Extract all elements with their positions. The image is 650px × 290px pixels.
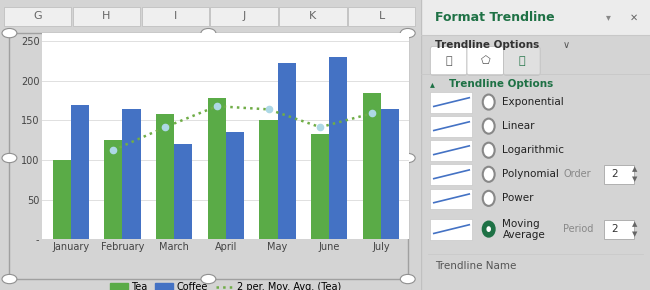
Bar	[430, 219, 471, 240]
Bar	[259, 120, 278, 239]
Text: Order: Order	[563, 169, 591, 179]
Circle shape	[483, 222, 495, 237]
Text: ✕: ✕	[630, 12, 638, 22]
Legend: Tea, Coffee, 2 per. Mov. Avg. (Tea): Tea, Coffee, 2 per. Mov. Avg. (Tea)	[106, 278, 346, 290]
FancyBboxPatch shape	[430, 46, 467, 75]
Circle shape	[483, 143, 495, 158]
Text: Power: Power	[502, 193, 534, 203]
Bar	[430, 164, 471, 185]
Text: Logarithmic: Logarithmic	[502, 145, 564, 155]
Text: Period: Period	[563, 224, 593, 234]
Circle shape	[483, 191, 495, 206]
Bar	[430, 188, 471, 209]
Bar	[421, 0, 650, 35]
Text: ▴: ▴	[430, 79, 436, 89]
Bar	[208, 98, 226, 239]
Circle shape	[201, 274, 216, 284]
FancyBboxPatch shape	[73, 7, 140, 26]
FancyBboxPatch shape	[142, 7, 209, 26]
Bar	[226, 132, 244, 239]
Circle shape	[2, 274, 17, 284]
Text: Linear: Linear	[502, 121, 535, 131]
Circle shape	[483, 167, 495, 182]
Bar	[604, 165, 634, 184]
Text: K: K	[309, 11, 317, 21]
Bar	[104, 140, 122, 239]
Circle shape	[400, 274, 415, 284]
Text: ▲: ▲	[632, 166, 638, 172]
Text: ▲: ▲	[632, 221, 638, 227]
Text: J: J	[242, 11, 246, 21]
Circle shape	[400, 153, 415, 163]
FancyBboxPatch shape	[4, 7, 72, 26]
Bar	[330, 57, 348, 239]
Bar	[363, 93, 381, 239]
Circle shape	[483, 95, 495, 110]
FancyBboxPatch shape	[504, 46, 540, 75]
Bar	[53, 160, 71, 239]
Text: ∨: ∨	[563, 40, 570, 50]
Bar	[430, 92, 471, 113]
Text: 2: 2	[611, 169, 618, 179]
Text: ⬠: ⬠	[480, 56, 490, 66]
Text: Polynomial: Polynomial	[502, 169, 559, 179]
Bar	[156, 114, 174, 239]
Circle shape	[2, 153, 17, 163]
Text: Trendline Options: Trendline Options	[435, 40, 540, 50]
Circle shape	[2, 28, 17, 38]
FancyBboxPatch shape	[348, 7, 415, 26]
Text: Moving: Moving	[502, 219, 540, 229]
Text: ▼: ▼	[632, 231, 638, 237]
Text: ▼: ▼	[632, 177, 638, 182]
FancyBboxPatch shape	[467, 46, 504, 75]
Text: G: G	[33, 11, 42, 21]
Bar	[278, 64, 296, 239]
Bar	[311, 134, 330, 239]
Text: H: H	[102, 11, 110, 21]
Circle shape	[400, 28, 415, 38]
FancyBboxPatch shape	[279, 7, 346, 26]
Bar	[604, 220, 634, 239]
Text: ▾: ▾	[606, 12, 611, 22]
Text: Trendline Options: Trendline Options	[448, 79, 553, 89]
Text: 🏺: 🏺	[445, 56, 452, 66]
Bar	[430, 140, 471, 161]
Text: 📊: 📊	[519, 56, 525, 66]
Text: Trendline Name: Trendline Name	[435, 261, 516, 271]
Circle shape	[201, 28, 216, 38]
FancyBboxPatch shape	[211, 7, 278, 26]
Bar	[71, 105, 89, 239]
Text: 2: 2	[611, 224, 618, 234]
Bar	[174, 144, 192, 239]
Text: I: I	[174, 11, 177, 21]
Circle shape	[486, 226, 491, 232]
Text: L: L	[378, 11, 385, 21]
Bar	[381, 108, 399, 239]
Text: Exponential: Exponential	[502, 97, 564, 107]
Circle shape	[483, 119, 495, 134]
Bar	[430, 116, 471, 137]
Text: Average: Average	[502, 231, 545, 240]
Bar	[122, 108, 140, 239]
Text: Format Trendline: Format Trendline	[435, 11, 554, 24]
